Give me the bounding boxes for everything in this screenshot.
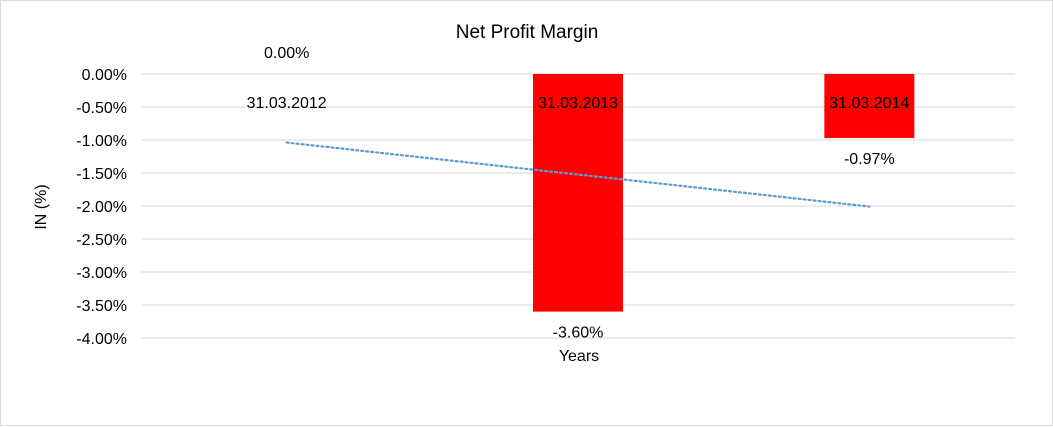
- category-label: 31.03.2012: [247, 95, 327, 112]
- y-tick-label: -4.00%: [76, 331, 127, 348]
- data-label: -3.60%: [553, 325, 604, 342]
- category-labels: 31.03.2012 31.03.2013 31.03.2014: [247, 95, 910, 112]
- y-tick-label: -2.00%: [76, 199, 127, 216]
- x-axis-title: Years: [559, 348, 599, 365]
- data-label: -0.97%: [844, 151, 895, 168]
- data-label: 0.00%: [264, 45, 309, 62]
- bar: [824, 74, 915, 139]
- y-axis-title: IN (%): [33, 184, 50, 229]
- y-tick-label: -1.00%: [76, 133, 127, 150]
- bar: [533, 74, 623, 312]
- category-label: 31.03.2013: [538, 95, 618, 112]
- y-tick-label: 0.00%: [82, 67, 127, 84]
- trendline: [285, 141, 871, 208]
- y-tick-labels: 0.00% -0.50% -1.00% -1.50% -2.00% -2.50% -3.00…: [76, 67, 127, 348]
- y-tick-label: -3.50%: [76, 298, 127, 315]
- bars: [533, 74, 915, 312]
- data-labels: 0.00% -3.60% -0.97%: [264, 45, 895, 342]
- trendline-layer: [285, 141, 871, 208]
- y-tick-label: -3.00%: [76, 265, 127, 282]
- y-tick-label: -0.50%: [76, 100, 127, 117]
- chart-title: Net Profit Margin: [456, 22, 599, 43]
- y-tick-label: -2.50%: [76, 232, 127, 249]
- category-label: 31.03.2014: [829, 95, 909, 112]
- y-tick-label: -1.50%: [76, 166, 127, 183]
